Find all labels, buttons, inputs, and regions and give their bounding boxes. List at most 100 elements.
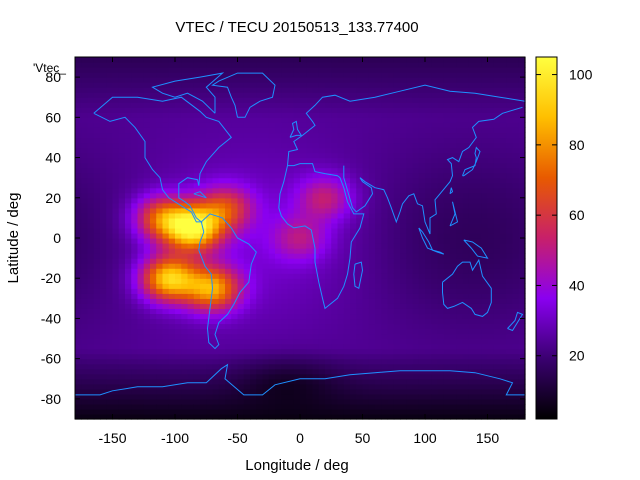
heatmap-cell [462, 343, 470, 350]
heatmap-cell [162, 243, 170, 249]
heatmap-cell [225, 77, 232, 83]
heatmap-cell [237, 273, 245, 279]
heatmap-cell [287, 408, 295, 415]
heatmap-cell [181, 363, 189, 370]
heatmap-cell [75, 147, 82, 154]
heatmap-cell [300, 122, 307, 128]
heatmap-cell [431, 157, 439, 164]
heatmap-cell [125, 388, 132, 395]
heatmap-cell [162, 278, 170, 284]
heatmap-cell [412, 373, 420, 380]
heatmap-cell [281, 172, 289, 179]
heatmap-cell [300, 273, 307, 279]
heatmap-cell [318, 192, 326, 199]
heatmap-cell [418, 127, 426, 134]
heatmap-cell [212, 303, 220, 309]
heatmap-cell [500, 222, 507, 229]
heatmap-cell [231, 127, 239, 134]
heatmap-cell [312, 288, 320, 294]
heatmap-cell [412, 338, 420, 345]
heatmap-cell [275, 343, 282, 350]
heatmap-cell [81, 157, 89, 164]
heatmap-cells [75, 57, 526, 420]
heatmap-cell [175, 162, 182, 169]
heatmap-cell [406, 62, 414, 68]
heatmap-cell [412, 253, 420, 259]
heatmap-cell [425, 413, 432, 420]
heatmap-cell [262, 343, 270, 350]
heatmap-cell [250, 202, 257, 209]
heatmap-cell [156, 248, 164, 254]
heatmap-cell [75, 122, 82, 128]
heatmap-cell [431, 97, 439, 103]
heatmap-cell [406, 232, 414, 239]
heatmap-cell [262, 268, 270, 274]
heatmap-cell [375, 87, 382, 93]
heatmap-cell [200, 107, 207, 113]
heatmap-cell [450, 62, 457, 68]
heatmap-cell [393, 413, 401, 420]
heatmap-cell [337, 147, 345, 154]
heatmap-cell [337, 363, 345, 370]
heatmap-cell [193, 278, 201, 284]
heatmap-cell [175, 278, 182, 284]
heatmap-cell [487, 197, 495, 204]
heatmap-cell [181, 107, 189, 113]
heatmap-cell [218, 217, 226, 224]
heatmap-cell [262, 348, 270, 355]
heatmap-cell [337, 207, 345, 214]
heatmap-cell [237, 67, 245, 73]
heatmap-cell [75, 82, 82, 88]
heatmap-cell [487, 388, 495, 395]
heatmap-cell [437, 162, 445, 169]
heatmap-cell [87, 248, 95, 254]
heatmap-cell [168, 298, 176, 304]
heatmap-cell [268, 238, 276, 244]
heatmap-cell [437, 348, 445, 355]
heatmap-cell [287, 57, 295, 63]
heatmap-cell [162, 293, 170, 299]
heatmap-cell [187, 293, 195, 299]
heatmap-cell [100, 308, 107, 315]
heatmap-cell [125, 318, 132, 325]
heatmap-cell [387, 122, 395, 128]
heatmap-cell [387, 192, 395, 199]
heatmap-cell [500, 238, 507, 244]
heatmap-cell [375, 132, 382, 139]
heatmap-cell [493, 308, 501, 315]
heatmap-cell [243, 152, 251, 159]
heatmap-cell [481, 403, 489, 410]
heatmap-cell [381, 142, 389, 149]
heatmap-cell [256, 57, 264, 63]
heatmap-cell [156, 207, 164, 214]
heatmap-cell [162, 162, 170, 169]
heatmap-cell [75, 97, 82, 103]
heatmap-cell [481, 167, 489, 174]
heatmap-cell [487, 308, 495, 315]
heatmap-cell [331, 112, 339, 118]
heatmap-cell [431, 152, 439, 159]
heatmap-cell [493, 142, 501, 149]
heatmap-cell [93, 268, 101, 274]
heatmap-cell [306, 142, 314, 149]
heatmap-cell [243, 398, 251, 405]
heatmap-cell [275, 413, 282, 420]
heatmap-cell [193, 92, 201, 98]
heatmap-cell [168, 268, 176, 274]
heatmap-cell [175, 238, 182, 244]
heatmap-cell [143, 172, 151, 179]
heatmap-cell [137, 373, 145, 380]
heatmap-cell [356, 127, 364, 134]
heatmap-cell [356, 227, 364, 234]
heatmap-cell [493, 72, 501, 78]
heatmap-cell [187, 373, 195, 380]
heatmap-cell [131, 278, 139, 284]
heatmap-cell [306, 212, 314, 219]
heatmap-cell [231, 353, 239, 360]
heatmap-cell [431, 253, 439, 259]
heatmap-cell [100, 393, 107, 400]
heatmap-cell [250, 273, 257, 279]
heatmap-cell [400, 383, 407, 390]
heatmap-cell [225, 328, 232, 335]
heatmap-cell [293, 192, 301, 199]
